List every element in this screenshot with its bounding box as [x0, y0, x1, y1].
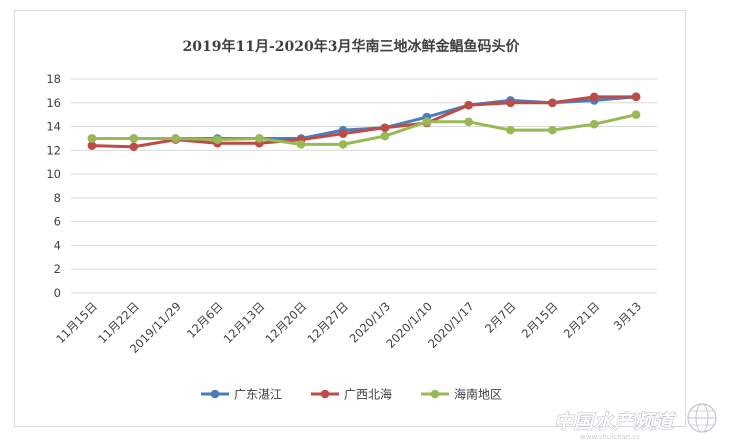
x-tick-label: 2月21日 [561, 299, 603, 341]
y-tick-label: 10 [46, 167, 61, 181]
data-point [464, 100, 473, 110]
globe-icon [687, 403, 717, 433]
series-layer [87, 92, 641, 152]
data-point [631, 110, 641, 119]
x-tick-label: 12月13日 [221, 299, 268, 346]
x-tick-label: 2020/1/17 [425, 299, 477, 351]
watermark-text: 中国水产频道 [554, 411, 676, 433]
y-tick-label: 4 [54, 238, 61, 252]
chart-title: 2019年11月-2020年3月华南三地冰鲜金鲳鱼码头价 [183, 38, 521, 55]
data-point [296, 140, 306, 149]
watermark: 中国水产频道 www.shuichan.cc [553, 403, 717, 441]
data-point [213, 135, 222, 144]
data-point [506, 98, 515, 108]
y-tick-label: 14 [46, 120, 61, 134]
data-point [631, 92, 641, 102]
data-point [129, 134, 139, 143]
y-tick-label: 8 [54, 191, 61, 205]
y-tick-label: 6 [54, 215, 61, 229]
legend-label: 广东湛江 [234, 388, 282, 402]
data-point [589, 119, 599, 129]
y-tick-label: 18 [46, 72, 61, 86]
legend-label: 广西北海 [344, 387, 392, 402]
legend-marker [210, 389, 220, 399]
legend-marker [320, 389, 330, 399]
x-tick-label: 12月6日 [184, 299, 226, 341]
data-point [380, 123, 390, 133]
data-point [464, 117, 473, 127]
series-1 [87, 92, 641, 143]
line-chart: 2019年11月-2020年3月华南三地冰鲜金鲳鱼码头价 0 2 4 6 8 10 12 14… [46, 38, 657, 402]
y-tick-label: 16 [46, 96, 61, 110]
series-2 [87, 92, 641, 152]
x-tick-label: 2月7日 [482, 299, 519, 336]
x-tick-label: 3月13 [611, 299, 645, 333]
legend-label: 海南地区 [454, 387, 502, 402]
data-point [338, 129, 348, 138]
y-tick-label: 12 [46, 143, 61, 157]
data-point [380, 131, 390, 141]
data-point [255, 134, 264, 143]
grid [71, 78, 657, 294]
data-point [589, 92, 599, 102]
x-tick-label: 2月15日 [519, 299, 561, 341]
y-tick-label: 0 [54, 286, 61, 300]
data-point [548, 125, 557, 135]
data-point [87, 141, 97, 150]
series-3 [87, 110, 641, 149]
data-point [506, 125, 515, 135]
legend-item: 广东湛江 [201, 388, 282, 402]
y-tick-label: 2 [54, 262, 61, 276]
data-point [129, 142, 139, 152]
legend: 广东湛江 广西北海 海南地区 [201, 387, 502, 402]
series-line [90, 113, 638, 146]
x-tick-label: 12月20日 [262, 299, 309, 346]
series-line [90, 95, 638, 149]
data-point [422, 117, 432, 127]
data-point [87, 134, 97, 143]
data-point [171, 134, 180, 143]
legend-item: 广西北海 [311, 387, 392, 402]
data-point [338, 140, 348, 149]
legend-marker [430, 389, 440, 399]
chart-frame: 2019年11月-2020年3月华南三地冰鲜金鲳鱼码头价 0 2 4 6 8 10 12 14… [14, 10, 686, 427]
x-tick-label: 11月15日 [53, 299, 100, 346]
data-point [548, 98, 557, 108]
x-tick-label: 12月27日 [304, 299, 351, 346]
legend-item: 海南地区 [421, 387, 502, 402]
watermark-subtext: www.shuichan.cc [580, 433, 640, 441]
y-axis-ticks: 0 2 4 6 8 10 12 14 16 18 [46, 72, 61, 300]
